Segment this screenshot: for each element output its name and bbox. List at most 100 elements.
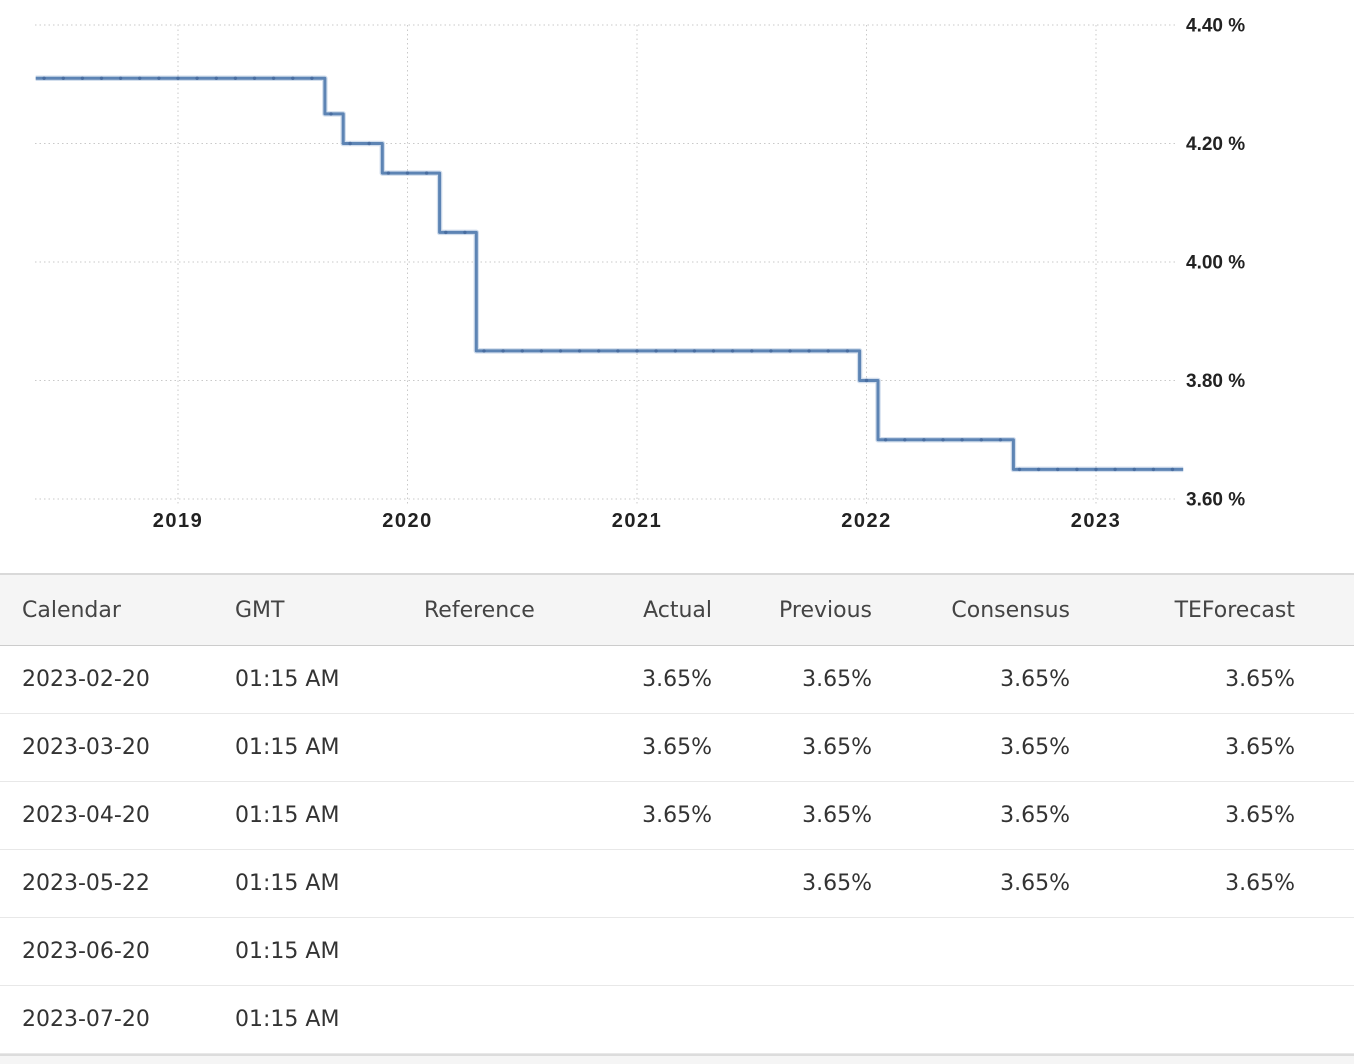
data-point [903, 438, 907, 442]
cell-calendar: 2023-02-20 [22, 667, 150, 692]
data-point [1017, 467, 1022, 472]
data-point [998, 438, 1003, 442]
data-point [539, 349, 544, 353]
cell-gmt: 01:15 AM [235, 735, 340, 760]
table-row[interactable]: 2023-03-20 01:15 AM 3.65% 3.65% 3.65% 3.65% [0, 714, 1354, 782]
cell-gmt: 01:15 AM [235, 803, 340, 828]
data-point [750, 349, 754, 353]
data-point [138, 76, 142, 81]
table-row[interactable]: 2023-02-20 01:15 AM 3.65% 3.65% 3.65% 3.65% [0, 646, 1354, 714]
column-header-reference: Reference [424, 597, 535, 623]
y-axis-label: 4.40 % [1186, 16, 1245, 37]
rate-line-halo [35, 75, 1184, 473]
x-axis-label: 2021 [612, 510, 663, 532]
data-point [960, 438, 964, 442]
data-point [730, 349, 735, 353]
cell-previous: 3.65% [802, 871, 872, 896]
data-point [348, 141, 352, 146]
column-header-previous: Previous [779, 597, 872, 623]
data-point [826, 349, 830, 353]
data-point [482, 349, 486, 353]
data-point [979, 438, 983, 442]
cell-gmt: 01:15 AM [235, 1007, 340, 1032]
cell-consensus: 3.65% [1000, 871, 1070, 896]
next-section-edge [0, 1054, 1354, 1064]
data-point [922, 438, 926, 442]
cell-teforecast: 3.65% [1225, 871, 1295, 896]
data-point [42, 76, 46, 81]
data-point [635, 349, 639, 353]
data-point [1056, 467, 1060, 472]
data-point [367, 141, 371, 146]
data-point [616, 349, 620, 353]
table-row[interactable]: 2023-07-20 01:15 AM [0, 986, 1354, 1054]
rate-line [35, 76, 1184, 471]
cell-actual: 3.65% [642, 667, 712, 692]
table-row[interactable]: 2023-04-20 01:15 AM 3.65% 3.65% 3.65% 3.65% [0, 782, 1354, 850]
data-point [558, 349, 563, 353]
data-point [1151, 467, 1156, 472]
cell-consensus: 3.65% [1000, 803, 1070, 828]
table-row[interactable]: 2023-05-22 01:15 AM 3.65% 3.65% 3.65% [0, 850, 1354, 918]
data-point [80, 76, 85, 81]
calendar-table-body: 2023-02-20 01:15 AM 3.65% 3.65% 3.65% 3.65% 20… [0, 646, 1354, 1054]
cell-previous: 3.65% [802, 735, 872, 760]
data-point [405, 171, 410, 175]
cell-gmt: 01:15 AM [235, 939, 340, 964]
data-point [520, 349, 524, 353]
data-point [118, 76, 123, 81]
cell-actual: 3.65% [642, 735, 712, 760]
cell-calendar: 2023-04-20 [22, 803, 150, 828]
column-header-gmt: GMT [235, 597, 285, 623]
data-point [1036, 467, 1041, 472]
x-axis-label: 2019 [153, 510, 204, 532]
data-point [61, 76, 65, 81]
x-axis-label: 2022 [841, 510, 892, 532]
cell-actual: 3.65% [642, 803, 712, 828]
data-point [883, 438, 888, 442]
y-axis-label: 4.20 % [1186, 134, 1245, 155]
data-point [99, 76, 104, 81]
data-point [597, 349, 601, 353]
data-point [807, 349, 811, 353]
cell-calendar: 2023-03-20 [22, 735, 150, 760]
cell-consensus: 3.65% [1000, 735, 1070, 760]
cell-calendar: 2023-07-20 [22, 1007, 150, 1032]
cell-gmt: 01:15 AM [235, 667, 340, 692]
cell-calendar: 2023-06-20 [22, 939, 150, 964]
cell-calendar: 2023-05-22 [22, 871, 150, 896]
data-point [1132, 467, 1137, 472]
data-point [195, 76, 199, 81]
column-header-teforecast: TEForecast [1174, 597, 1295, 623]
calendar-table-header: Calendar GMT Reference Actual Previous Consen… [0, 573, 1354, 646]
data-point [711, 349, 716, 353]
data-point [501, 349, 505, 353]
data-point [673, 349, 677, 353]
cell-teforecast: 3.65% [1225, 735, 1295, 760]
x-axis-label: 2023 [1071, 510, 1122, 532]
data-point [463, 230, 467, 235]
data-point [271, 76, 276, 81]
cell-previous: 3.65% [802, 667, 872, 692]
data-point [1170, 467, 1175, 472]
cell-teforecast: 3.65% [1225, 803, 1295, 828]
calendar-table: Calendar GMT Reference Actual Previous Consen… [0, 573, 1354, 1064]
data-point [214, 76, 218, 81]
cell-gmt: 01:15 AM [235, 871, 340, 896]
y-axis-label: 3.80 % [1186, 371, 1245, 392]
rate-chart: 4.40 % 4.20 % 4.00 % 3.80 % 3.60 % 2019 2020 20… [35, 16, 1245, 532]
x-axis-label: 2020 [382, 510, 433, 532]
table-row[interactable]: 2023-06-20 01:15 AM [0, 918, 1354, 986]
data-point [864, 378, 869, 383]
cell-teforecast: 3.65% [1225, 667, 1295, 692]
data-point [386, 171, 391, 175]
cell-previous: 3.65% [802, 803, 872, 828]
data-point [788, 349, 792, 353]
data-point [692, 349, 697, 353]
data-point [444, 230, 448, 235]
column-header-calendar: Calendar [22, 597, 121, 623]
data-point [1094, 467, 1098, 472]
data-point [1113, 467, 1117, 472]
column-header-actual: Actual [643, 597, 712, 623]
